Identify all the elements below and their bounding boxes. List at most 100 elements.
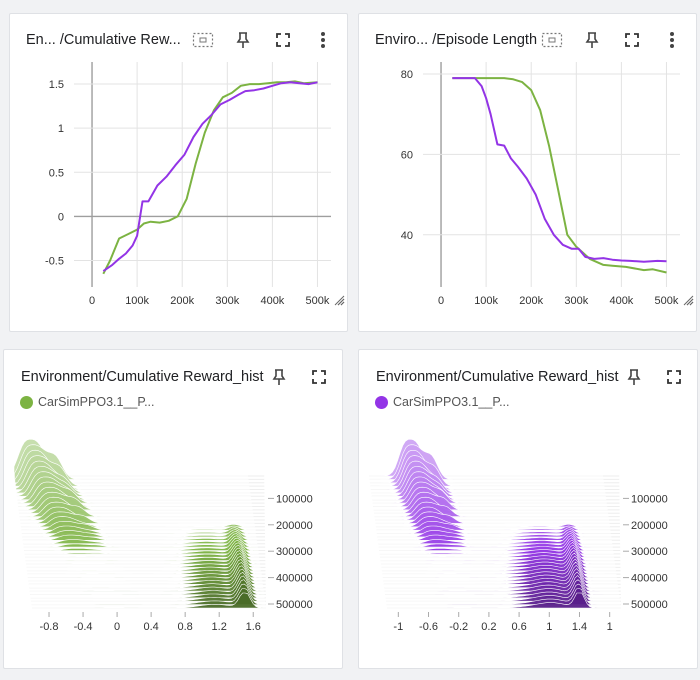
series-line-green [452,77,667,274]
histogram-slice [382,558,617,578]
histogram-card-purple: Environment/Cumulative Reward_hist CarSi… [358,349,698,669]
x-tick-label: 1 [546,621,552,633]
resize-handle-icon [683,295,694,306]
data-selection-icon[interactable] [541,29,563,51]
x-tick-label: 1.6 [246,621,261,633]
y-tick-label: 1.5 [49,79,64,91]
histogram-slice [379,537,614,551]
resize-handle-stroke [334,295,345,306]
series-line-purple [452,77,667,263]
histogram-slice [387,592,621,609]
fullscreen-icon[interactable] [308,366,330,388]
resize-handle-stroke [340,301,345,306]
x-tick-label: 400k [260,295,284,307]
data-selection-icon[interactable] [192,29,214,51]
histogram-slice [385,579,620,599]
pin-icon[interactable] [623,366,645,388]
histogram-slice [20,511,255,524]
histogram-slice [381,549,616,568]
pin-icon[interactable] [581,29,603,51]
y-tick-label: 400000 [631,573,668,585]
fullscreen-icon[interactable] [621,29,643,51]
y-tick-label: 300000 [276,546,313,558]
x-tick-label: 100k [125,295,149,307]
x-tick-label: 0 [89,295,95,307]
y-tick-label: 0 [58,211,64,223]
legend-label: CarSimPPO3.1__P... [393,395,510,409]
resize-handle-stroke [689,301,694,306]
histogram-slice [22,529,257,538]
legend-item[interactable]: CarSimPPO3.1__P... [20,395,155,409]
histogram-green-chart: 100000 200000 300000 400000 500000 -0.8 -0.4 0 0… [13,438,313,633]
legend-dot-icon [375,395,388,409]
y-tick-label: 80 [401,69,413,81]
x-tick-label: 200k [519,295,543,307]
episode-length-card: Enviro... /Episode Length 0 100k 200k 300k 4… [358,13,697,332]
x-tick-label: 1 [607,621,613,633]
legend-dot-icon [20,395,33,409]
y-tick-label: 0.5 [49,167,64,179]
histogram-slice [23,535,258,548]
legend-label: CarSimPPO3.1__P... [38,395,155,409]
x-tick-label: 0 [438,295,444,307]
histogram-slice [385,575,620,595]
histogram-slice [382,555,617,575]
y-tick-label: 200000 [276,520,313,532]
histogram-card-title: Environment/Cumulative Reward_hist [21,369,264,385]
x-tick-label: -0.4 [74,621,93,633]
histogram-slice [377,530,612,541]
legend-item[interactable]: CarSimPPO3.1__P... [375,395,510,409]
x-tick-label: 0 [114,621,120,633]
histogram-slice [380,542,615,558]
x-tick-label: 400k [609,295,633,307]
x-tick-label: 1.2 [212,621,227,633]
histogram-slice [17,481,252,504]
x-tick-label: 0.2 [481,621,496,633]
pin-icon[interactable] [268,366,290,388]
reward-card: En... /Cumulative Rew... 0 100k 200k 300k 40… [9,13,348,332]
histogram-slice [378,532,613,544]
y-tick-label: 400000 [276,573,313,585]
histogram-slice [19,501,254,517]
more-options-icon[interactable] [312,29,334,51]
x-tick-label: 0.8 [178,621,193,633]
series-line-purple [102,81,318,272]
histogram-slice [381,547,615,565]
x-tick-label: -0.6 [419,621,438,633]
y-tick-label: 60 [401,149,413,161]
x-tick-label: 100k [474,295,498,307]
histogram-slice [378,535,613,548]
fullscreen-icon[interactable] [663,366,685,388]
y-tick-label: 200000 [631,520,668,532]
reward-line-chart: 0 100k 200k 300k 400k 500k -0.5 0 0.5 1 1.5 [45,62,345,307]
histogram-slice [381,552,616,572]
x-tick-label: 0.4 [143,621,158,633]
histogram-slice [22,531,257,541]
resize-handle-stroke [337,298,345,306]
pin-icon[interactable] [232,29,254,51]
more-options-icon[interactable] [661,29,683,51]
resize-handle-icon [334,295,345,306]
histogram-slice [386,588,621,605]
histogram-slice [23,533,258,544]
x-tick-label: 1.4 [572,621,587,633]
resize-handle-stroke [686,298,694,306]
histogram-card-green: Environment/Cumulative Reward_hist CarSi… [3,349,343,669]
x-tick-label: 0.6 [511,621,526,633]
histogram-slice [383,564,618,585]
y-tick-label: 500000 [631,599,668,611]
histogram-purple-chart: 100000 200000 300000 400000 500000 -1 -0.6 -0.2… [369,438,668,633]
histogram-card-title: Environment/Cumulative Reward_hist [376,369,619,385]
x-tick-label: 300k [564,295,588,307]
x-tick-label: -1 [393,621,403,633]
x-tick-label: 300k [215,295,239,307]
histogram-slice [386,583,621,602]
y-tick-label: 500000 [276,599,313,611]
histogram-slice [18,491,253,511]
histogram-slice [384,568,619,588]
x-tick-label: -0.8 [40,621,59,633]
fullscreen-icon[interactable] [272,29,294,51]
resize-handle-stroke [683,295,694,306]
episode-length-line-chart: 0 100k 200k 300k 400k 500k 40 60 80 [401,62,694,307]
episode-length-card-title: Enviro... /Episode Length [375,32,538,48]
